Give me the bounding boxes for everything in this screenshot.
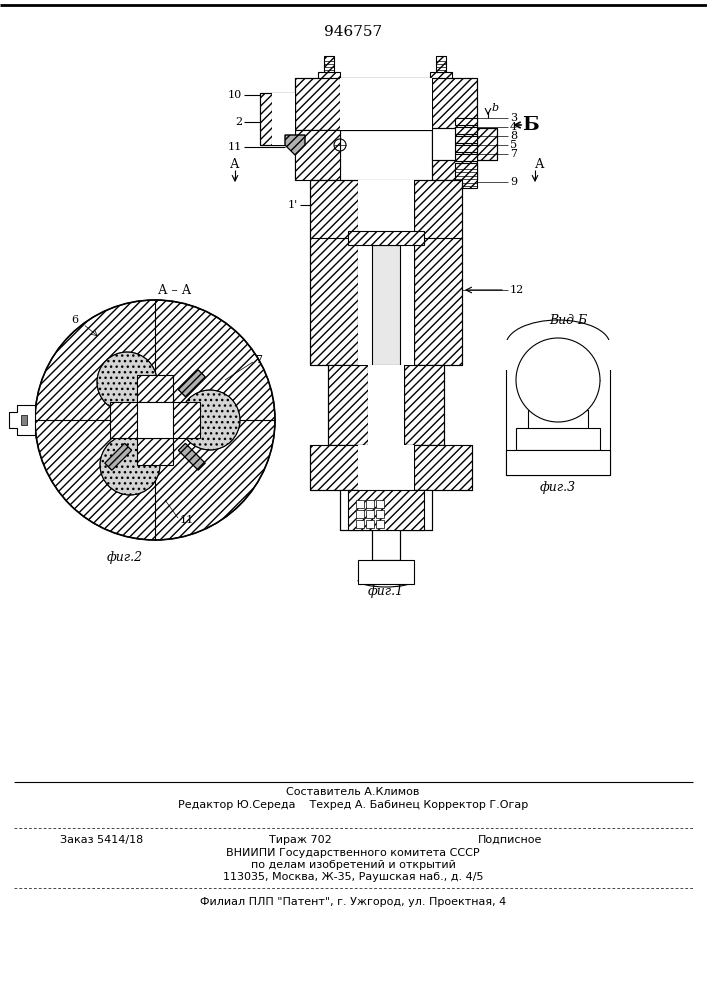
- Bar: [455, 127, 477, 134]
- Text: Заказ 5414/18: Заказ 5414/18: [60, 835, 144, 845]
- Polygon shape: [9, 405, 35, 435]
- Bar: [358, 560, 414, 584]
- Circle shape: [35, 300, 275, 540]
- Bar: [324, 56, 334, 72]
- Text: Вид Б: Вид Б: [549, 314, 587, 326]
- Text: 7: 7: [510, 149, 517, 159]
- Bar: [348, 231, 424, 245]
- Text: 1': 1': [288, 200, 298, 210]
- Text: Тираж 702: Тираж 702: [269, 835, 332, 845]
- Bar: [137, 402, 173, 438]
- Bar: [372, 245, 400, 365]
- Text: Б: Б: [522, 116, 538, 134]
- Bar: [110, 402, 200, 438]
- Bar: [272, 93, 295, 145]
- Bar: [528, 410, 588, 430]
- Text: Филиал ПЛП "Патент", г. Ужгород, ул. Проектная, 4: Филиал ПЛП "Патент", г. Ужгород, ул. Про…: [200, 897, 506, 907]
- Bar: [260, 93, 295, 145]
- Text: фиг.2: фиг.2: [107, 552, 143, 564]
- Circle shape: [100, 435, 160, 495]
- Text: 113035, Москва, Ж-35, Раушская наб., д. 4/5: 113035, Москва, Ж-35, Раушская наб., д. …: [223, 872, 484, 882]
- Text: 11: 11: [228, 142, 242, 152]
- Text: Редактор Ю.Середа    Техред А. Бабинец Корректор Г.Огар: Редактор Ю.Середа Техред А. Бабинец Корр…: [178, 800, 528, 810]
- Circle shape: [97, 352, 157, 412]
- Bar: [503, 340, 613, 370]
- Bar: [318, 72, 340, 80]
- Bar: [477, 128, 497, 160]
- Polygon shape: [285, 135, 305, 155]
- Bar: [372, 530, 400, 560]
- Polygon shape: [178, 370, 205, 397]
- Bar: [328, 365, 368, 445]
- Bar: [310, 445, 472, 490]
- Bar: [432, 128, 455, 160]
- Bar: [356, 510, 364, 518]
- Circle shape: [180, 390, 240, 450]
- Bar: [356, 520, 364, 528]
- Text: 9: 9: [510, 177, 517, 187]
- Bar: [432, 130, 477, 180]
- Bar: [455, 118, 477, 125]
- Text: 946757: 946757: [324, 25, 382, 39]
- Bar: [506, 345, 610, 475]
- Text: 3: 3: [510, 113, 517, 123]
- Bar: [366, 510, 374, 518]
- Text: b: b: [492, 103, 499, 113]
- Bar: [516, 428, 600, 450]
- Text: А: А: [230, 158, 240, 172]
- Bar: [455, 154, 477, 161]
- Text: Составитель А.Климов: Составитель А.Климов: [286, 787, 420, 797]
- Text: 11: 11: [180, 515, 194, 525]
- Text: 2: 2: [235, 117, 242, 127]
- Bar: [295, 78, 477, 130]
- Bar: [368, 365, 404, 445]
- Bar: [310, 180, 358, 365]
- Bar: [137, 375, 173, 465]
- Bar: [455, 145, 477, 152]
- Bar: [414, 180, 462, 365]
- Bar: [348, 490, 424, 530]
- Bar: [506, 450, 610, 475]
- Bar: [340, 78, 432, 130]
- Ellipse shape: [506, 320, 610, 370]
- Bar: [358, 180, 414, 365]
- Text: фиг.3: фиг.3: [540, 481, 576, 493]
- Text: Подписное: Подписное: [478, 835, 542, 845]
- Text: 7: 7: [255, 355, 262, 365]
- Bar: [295, 130, 340, 180]
- Text: 10: 10: [228, 90, 242, 100]
- Text: А: А: [535, 158, 545, 172]
- Bar: [358, 445, 414, 490]
- Text: фиг.1: фиг.1: [368, 585, 404, 598]
- Text: 5: 5: [510, 140, 517, 150]
- Bar: [376, 500, 384, 508]
- Bar: [455, 136, 477, 143]
- Bar: [366, 500, 374, 508]
- Bar: [356, 500, 364, 508]
- Bar: [455, 163, 477, 188]
- Bar: [430, 72, 452, 80]
- Circle shape: [516, 338, 600, 422]
- Text: по делам изобретений и открытий: по делам изобретений и открытий: [250, 860, 455, 870]
- Text: 4: 4: [510, 122, 517, 132]
- Polygon shape: [105, 443, 132, 470]
- Text: 8: 8: [510, 131, 517, 141]
- Text: 6: 6: [71, 315, 78, 325]
- Polygon shape: [178, 443, 205, 470]
- Bar: [376, 520, 384, 528]
- Bar: [376, 510, 384, 518]
- Bar: [366, 520, 374, 528]
- Text: 12: 12: [510, 285, 525, 295]
- Bar: [274, 104, 282, 122]
- Text: ВНИИПИ Государственного комитета СССР: ВНИИПИ Государственного комитета СССР: [226, 848, 480, 858]
- Bar: [436, 56, 446, 72]
- Bar: [340, 490, 432, 530]
- Text: А – А: А – А: [158, 284, 192, 296]
- Bar: [21, 415, 27, 425]
- Bar: [477, 128, 497, 160]
- Bar: [404, 365, 444, 445]
